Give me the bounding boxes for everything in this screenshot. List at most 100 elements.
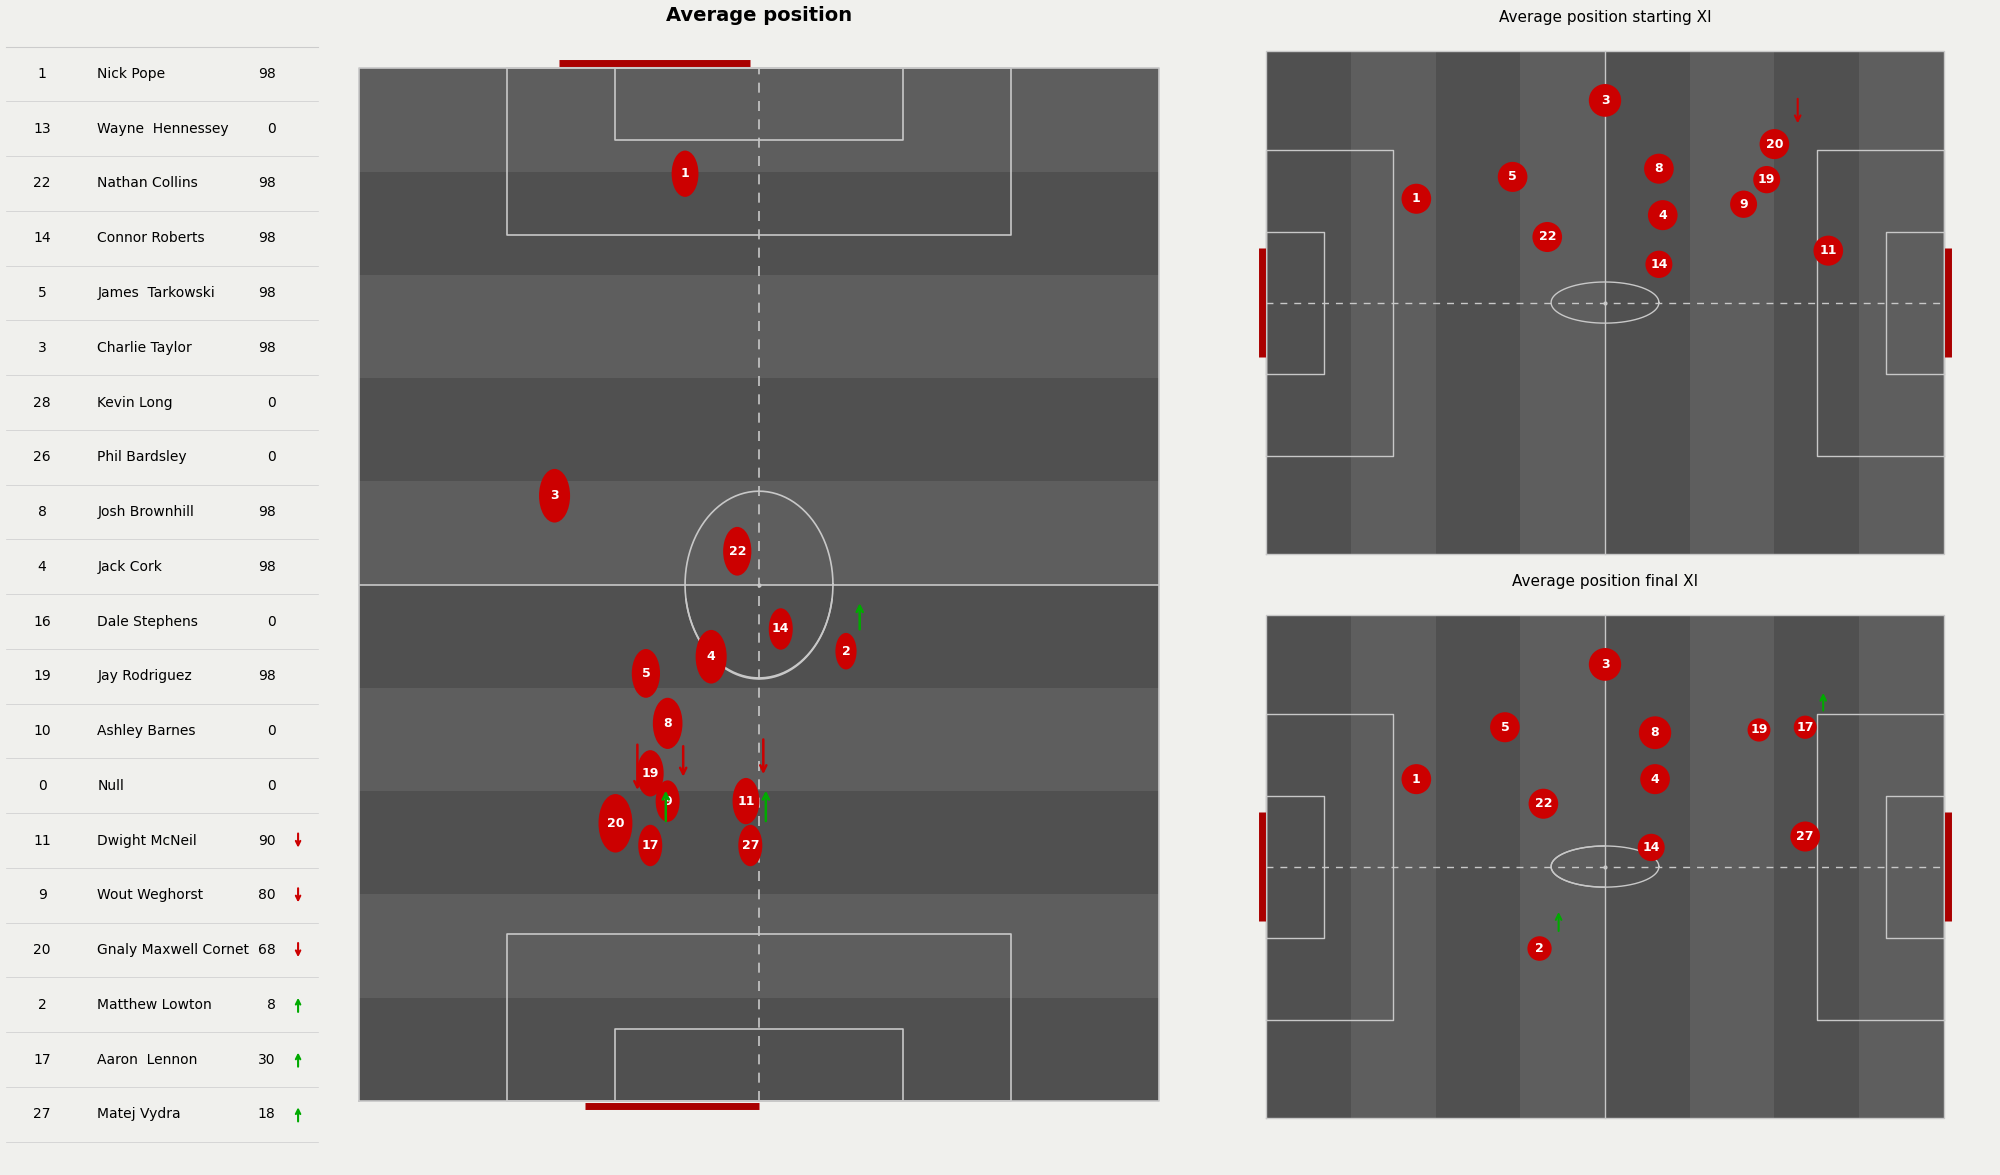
Ellipse shape [598,794,632,853]
Ellipse shape [1498,162,1528,192]
Bar [358,275,1160,378]
Bar [1520,52,1604,553]
Bar [1350,616,1436,1117]
Text: Connor Roberts: Connor Roberts [98,231,204,246]
Text: 1: 1 [1412,193,1420,206]
Ellipse shape [1648,200,1678,230]
Text: 26: 26 [34,450,50,464]
Text: 28: 28 [34,396,50,410]
Bar [1860,616,1944,1117]
Bar [1436,52,1520,553]
Text: 98: 98 [258,67,276,81]
Ellipse shape [540,469,570,523]
Text: 22: 22 [1534,797,1552,811]
Text: 27: 27 [34,1107,50,1121]
Ellipse shape [1638,717,1672,750]
Text: James  Tarkowski: James Tarkowski [98,286,214,300]
Text: 9: 9 [1740,197,1748,210]
Ellipse shape [672,150,698,197]
Text: 27: 27 [742,839,760,852]
Text: 98: 98 [258,670,276,684]
Text: 17: 17 [1796,720,1814,733]
Text: 8: 8 [1650,726,1660,739]
Ellipse shape [1638,834,1664,861]
Ellipse shape [1646,250,1672,278]
Text: 8: 8 [38,505,46,519]
Title: Average position final XI: Average position final XI [1512,575,1698,590]
Bar [358,998,1160,1101]
Text: 98: 98 [258,505,276,519]
Bar [1266,52,1350,553]
Text: 17: 17 [34,1053,50,1067]
Text: 5: 5 [1508,170,1516,183]
Text: 22: 22 [1538,230,1556,243]
Text: 13: 13 [34,122,50,136]
Text: Wout Weghorst: Wout Weghorst [98,888,204,902]
Text: 4: 4 [1650,773,1660,786]
Text: 1: 1 [1412,773,1420,786]
Text: 3: 3 [550,489,558,502]
Text: 4: 4 [38,559,46,573]
Text: 22: 22 [728,545,746,558]
Title: Average position: Average position [666,6,852,25]
Text: Nick Pope: Nick Pope [98,67,166,81]
Bar [358,378,1160,482]
Title: Average position starting XI: Average position starting XI [1498,11,1712,26]
Text: 0: 0 [266,396,276,410]
Bar [1690,616,1774,1117]
Text: 0: 0 [266,122,276,136]
Ellipse shape [1814,236,1844,266]
Text: 19: 19 [642,767,658,780]
Bar [1350,52,1436,553]
Ellipse shape [636,750,664,797]
Bar [1690,52,1774,553]
Bar [358,172,1160,275]
Ellipse shape [1528,788,1558,819]
Text: Dwight McNeil: Dwight McNeil [98,833,196,847]
Text: 98: 98 [258,231,276,246]
Text: 1: 1 [680,167,690,180]
Ellipse shape [1754,166,1780,193]
Text: 16: 16 [34,615,50,629]
Ellipse shape [1490,712,1520,743]
Bar [358,687,1160,791]
Ellipse shape [638,825,662,866]
Text: 20: 20 [606,817,624,830]
Text: 19: 19 [34,670,50,684]
Text: Charlie Taylor: Charlie Taylor [98,341,192,355]
Text: 27: 27 [1796,830,1814,842]
Text: Josh Brownhill: Josh Brownhill [98,505,194,519]
Text: 98: 98 [258,341,276,355]
Ellipse shape [1588,85,1622,116]
Bar [358,791,1160,894]
Text: 3: 3 [38,341,46,355]
Ellipse shape [1532,222,1562,251]
Ellipse shape [696,630,726,684]
Bar [1604,616,1690,1117]
Text: 8: 8 [664,717,672,730]
Ellipse shape [1790,821,1820,852]
Text: 0: 0 [266,615,276,629]
Text: 5: 5 [1500,720,1510,733]
Text: Null: Null [98,779,124,793]
Text: 11: 11 [738,794,754,807]
Text: Matthew Lowton: Matthew Lowton [98,998,212,1012]
Bar [1436,616,1520,1117]
Ellipse shape [1748,718,1770,741]
Text: 17: 17 [642,839,660,852]
Text: 68: 68 [258,944,276,958]
Text: 0: 0 [266,450,276,464]
Bar [1774,616,1860,1117]
Text: 14: 14 [1650,257,1668,270]
Text: 14: 14 [772,623,790,636]
Bar [358,585,1160,687]
Text: 14: 14 [34,231,50,246]
Ellipse shape [1528,936,1552,961]
Ellipse shape [632,649,660,698]
Text: 8: 8 [266,998,276,1012]
Ellipse shape [1402,764,1432,794]
Ellipse shape [656,780,680,821]
Text: 90: 90 [258,833,276,847]
Ellipse shape [1730,190,1758,217]
Bar [1774,52,1860,553]
